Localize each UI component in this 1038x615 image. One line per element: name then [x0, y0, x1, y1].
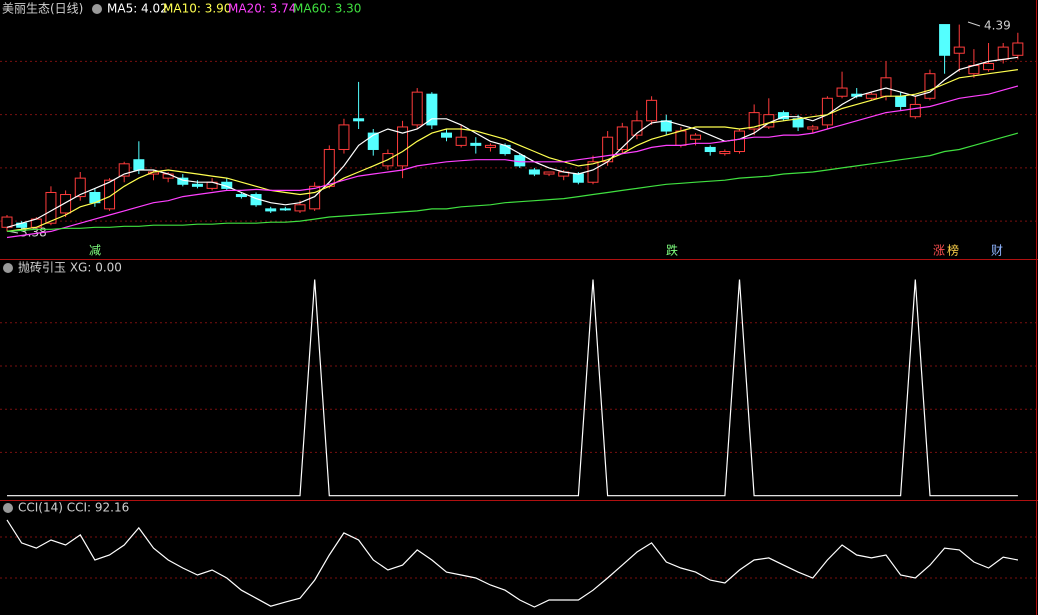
candle-body	[353, 118, 365, 122]
menu-icon[interactable]	[3, 263, 13, 273]
candle-body	[983, 62, 995, 71]
candle-body	[118, 163, 130, 177]
panel-title: CCI(14) CCI: 92.16	[18, 501, 129, 515]
candle-body	[616, 126, 628, 150]
candle-body	[777, 112, 789, 120]
candle-body	[484, 144, 496, 148]
candle-body	[865, 93, 877, 99]
candle-body	[309, 185, 321, 210]
candle-body	[807, 126, 819, 130]
series-line	[6, 69, 1018, 232]
candle-body	[704, 146, 716, 153]
candle-body	[411, 91, 423, 126]
chart-title: 美丽生态(日线)	[2, 2, 83, 16]
legend-entry: MA20: 3.74	[228, 2, 296, 16]
candle-body	[587, 161, 599, 183]
event-marker[interactable]: 跌	[666, 243, 678, 258]
legend-entry: MA10: 3.90	[163, 2, 231, 16]
candle-body	[45, 191, 57, 224]
candle-body	[279, 208, 291, 211]
candle-body	[294, 204, 306, 212]
candle-body	[646, 99, 658, 122]
candle-body	[939, 24, 951, 56]
event-marker[interactable]: 榜	[947, 243, 959, 258]
candle-body	[338, 124, 350, 150]
legend-entry: MA60: 3.30	[293, 2, 361, 16]
high-label: 4.39	[984, 19, 1011, 33]
candle-body	[455, 136, 467, 146]
series-line	[6, 85, 1019, 239]
candle-body	[836, 87, 848, 97]
candle-body	[792, 118, 804, 128]
candle-body	[133, 159, 145, 171]
event-marker[interactable]: 减	[89, 244, 101, 258]
candle-body	[734, 130, 745, 153]
candle-body	[1012, 42, 1024, 56]
candle-body	[690, 134, 702, 140]
candle-body	[880, 77, 892, 97]
candle-body	[191, 183, 203, 187]
candle-body	[323, 148, 335, 187]
candle-body	[543, 171, 555, 175]
candle-body	[924, 73, 936, 99]
panel-title: 抛砖引玉 XG: 0.00	[18, 260, 122, 275]
candle-body	[748, 112, 760, 130]
candle-body	[719, 151, 731, 155]
event-marker[interactable]: 涨	[933, 243, 945, 258]
candle-body	[528, 169, 540, 175]
candle-body	[631, 120, 643, 136]
menu-icon[interactable]	[92, 4, 102, 14]
series-line	[6, 519, 1019, 608]
candle-body	[104, 179, 116, 210]
candle-body	[675, 130, 687, 146]
candle-body	[60, 194, 72, 214]
series-line	[6, 56, 1018, 228]
candle-body	[470, 142, 482, 146]
candle-body	[74, 177, 86, 198]
candle-body	[367, 132, 379, 150]
candle-body	[235, 194, 247, 198]
series-line	[6, 132, 1019, 232]
candle-body	[953, 46, 965, 54]
candle-body	[997, 46, 1009, 60]
candle-body	[441, 132, 452, 138]
candle-body	[265, 208, 277, 212]
candle-body	[397, 126, 409, 167]
high-pointer	[967, 21, 981, 27]
candle-body	[426, 93, 438, 126]
series-line	[7, 279, 1018, 497]
candle-body	[499, 144, 511, 155]
legend-entry: MA5: 4.02	[107, 2, 168, 16]
event-marker[interactable]: 财	[991, 244, 1003, 258]
menu-icon[interactable]	[3, 503, 13, 513]
candle-body	[572, 173, 584, 183]
candle-body	[909, 103, 921, 118]
candle-body	[895, 95, 907, 107]
